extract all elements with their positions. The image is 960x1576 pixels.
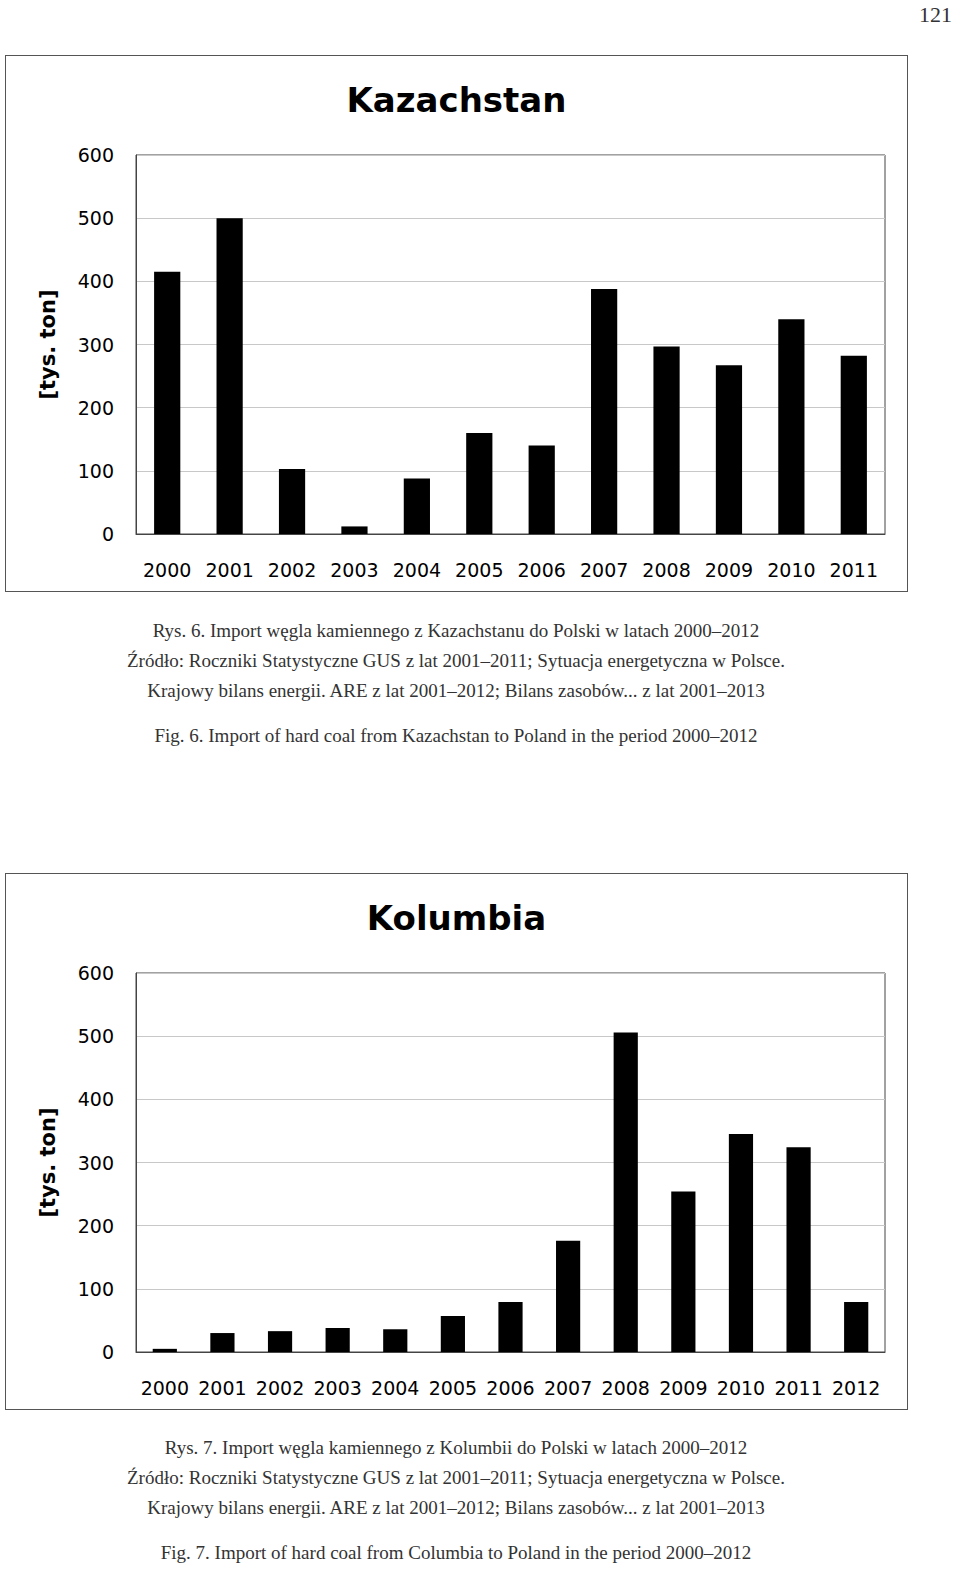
svg-text:Kolumbia: Kolumbia	[367, 898, 546, 938]
svg-text:2001: 2001	[205, 559, 253, 581]
svg-text:2004: 2004	[393, 559, 441, 581]
svg-text:2010: 2010	[767, 559, 815, 581]
svg-text:2005: 2005	[455, 559, 503, 581]
html-text:Rys. 6. Import węgla kamienneg: Rys. 6. Import węgla kamiennego z Kazach…	[152, 620, 760, 641]
svg-text:600: 600	[78, 144, 114, 166]
svg-text:200: 200	[78, 1215, 114, 1237]
svg-text:200: 200	[78, 397, 114, 419]
svg-text:2008: 2008	[642, 559, 690, 581]
svg-text:0: 0	[102, 1341, 114, 1363]
svg-text:[tys. ton]: [tys. ton]	[36, 1107, 60, 1217]
svg-text:Kazachstan: Kazachstan	[346, 80, 566, 120]
svg-text:600: 600	[78, 962, 114, 984]
svg-text:2002: 2002	[256, 1377, 304, 1399]
svg-text:2005: 2005	[429, 1377, 477, 1399]
html-text:Źródło: Roczniki Statystyczne: Źródło: Roczniki Statystyczne GUS z lat …	[127, 1467, 785, 1488]
svg-text:0: 0	[102, 523, 114, 545]
html-text:Źródło: Roczniki Statystyczne: Źródło: Roczniki Statystyczne GUS z lat …	[127, 650, 785, 671]
svg-text:2011: 2011	[774, 1377, 822, 1399]
html-text:Krajowy bilans energii. ARE z: Krajowy bilans energii. ARE z lat 2001–2…	[147, 680, 765, 701]
svg-text:2001: 2001	[198, 1377, 246, 1399]
svg-text:2009: 2009	[705, 559, 753, 581]
svg-text:2000: 2000	[141, 1377, 189, 1399]
svg-text:100: 100	[78, 460, 114, 482]
svg-text:400: 400	[78, 1088, 114, 1110]
svg-text:[tys. ton]: [tys. ton]	[36, 289, 60, 399]
svg-text:2003: 2003	[313, 1377, 361, 1399]
html-text:Fig. 6. Import of hard coal fr: Fig. 6. Import of hard coal from Kazachs…	[154, 725, 758, 746]
svg-text:2003: 2003	[330, 559, 378, 581]
svg-text:2012: 2012	[832, 1377, 880, 1399]
svg-text:2000: 2000	[143, 559, 191, 581]
svg-text:2008: 2008	[602, 1377, 650, 1399]
svg-text:500: 500	[78, 207, 114, 229]
html-text:Fig. 7. Import of hard coal fr: Fig. 7. Import of hard coal from Columbi…	[160, 1542, 752, 1563]
svg-text:2006: 2006	[518, 559, 566, 581]
html-text:Rys. 7. Import węgla kamienneg: Rys. 7. Import węgla kamiennego z Kolumb…	[164, 1437, 748, 1458]
svg-text:2006: 2006	[486, 1377, 534, 1399]
svg-text:300: 300	[78, 1152, 114, 1174]
svg-text:100: 100	[78, 1278, 114, 1300]
svg-text:2007: 2007	[580, 559, 628, 581]
svg-text:2011: 2011	[830, 559, 878, 581]
html-text:121: 121	[919, 2, 952, 27]
svg-text:2009: 2009	[659, 1377, 707, 1399]
svg-text:2010: 2010	[717, 1377, 765, 1399]
svg-text:2002: 2002	[268, 559, 316, 581]
html-text:Krajowy bilans energii. ARE z: Krajowy bilans energii. ARE z lat 2001–2…	[147, 1497, 765, 1518]
svg-text:500: 500	[78, 1025, 114, 1047]
svg-text:300: 300	[78, 334, 114, 356]
svg-text:400: 400	[78, 270, 114, 292]
svg-text:2007: 2007	[544, 1377, 592, 1399]
svg-text:2004: 2004	[371, 1377, 419, 1399]
